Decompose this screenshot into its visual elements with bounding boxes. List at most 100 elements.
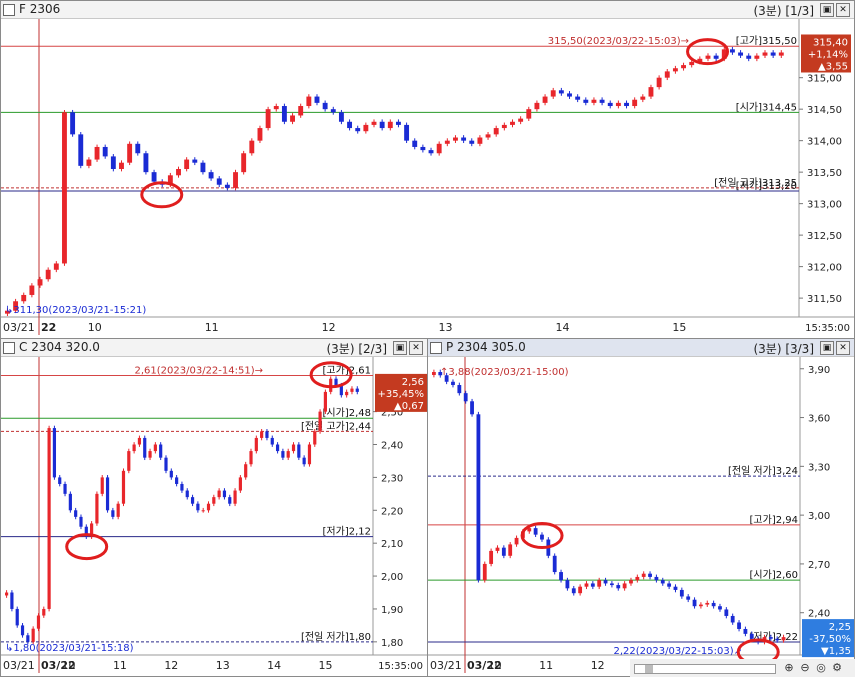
candle-body [53, 263, 59, 270]
candle-body [323, 391, 327, 412]
candle-body [721, 49, 727, 59]
candle-body [444, 375, 449, 382]
highlight-circle [140, 181, 184, 209]
candle-body [102, 146, 108, 157]
zoom-reset-icon[interactable]: ◎ [816, 661, 826, 674]
candle-body [233, 172, 238, 188]
candle-body [656, 77, 662, 88]
last-price-box [375, 373, 427, 412]
candle-body [244, 464, 248, 478]
candle-body [143, 153, 149, 173]
panel-titlebar: F 2306 (3분) [1/3] ▣ ✕ [1, 1, 854, 19]
window-restore-icon[interactable]: ▣ [820, 341, 834, 355]
candle-body [510, 121, 515, 125]
candle-body [607, 102, 613, 107]
window-close-icon[interactable]: ✕ [409, 341, 423, 355]
y-tick-label: 2,40 [381, 441, 403, 452]
candle-body [476, 414, 481, 581]
candle-body [62, 112, 67, 264]
last-price: 2,25 [829, 622, 851, 633]
candle-body [47, 428, 51, 609]
candle-body [461, 137, 467, 141]
last-change-pct: -37,50% [809, 634, 851, 645]
candle-body [169, 470, 173, 478]
candle-body [26, 635, 30, 642]
candle-body [396, 121, 401, 125]
zoom-out-icon[interactable]: ⊖ [800, 661, 810, 674]
x-tick-label: 15 [318, 659, 332, 672]
y-tick-label: 2,30 [381, 473, 403, 484]
window-close-icon[interactable]: ✕ [836, 341, 850, 355]
candle-body [654, 576, 659, 581]
chart-scrollbar[interactable] [634, 664, 776, 674]
chart-toolbar: ⊕ ⊖ ◎ ⚙ [630, 659, 855, 677]
last-price-box [801, 34, 851, 73]
candle-body [257, 128, 263, 141]
y-tick-label: 3,00 [808, 511, 830, 522]
y-tick-label: 314,00 [807, 137, 842, 148]
level-label-prev-high: [전일 고가]313,25 [714, 177, 797, 189]
candle-body [148, 451, 152, 458]
candle-body [453, 137, 458, 141]
panel-title: F 2306 [19, 2, 61, 16]
candle-body [345, 391, 349, 396]
candle-body [265, 431, 269, 438]
candle-body [15, 608, 19, 626]
window-restore-icon[interactable]: ▣ [393, 341, 407, 355]
window-close-icon[interactable]: ✕ [836, 3, 850, 17]
candle-body [679, 589, 684, 597]
candle-body [550, 90, 556, 97]
candle-body [583, 99, 589, 103]
high-annotation: ↑3,88(2023/03/21-15:00) [440, 367, 569, 378]
candle-body [762, 52, 768, 56]
y-tick-label: 314,50 [807, 105, 842, 116]
candle-body [412, 140, 418, 147]
x-tick-label: 03/22 [41, 659, 76, 672]
candle-body [121, 470, 126, 504]
window-restore-icon[interactable]: ▣ [820, 3, 834, 17]
candle-body [241, 153, 247, 173]
level-label-low: [저가]313,20 [736, 180, 797, 192]
candle-body [334, 378, 338, 386]
candle-body [420, 146, 426, 151]
candle-body [105, 477, 110, 511]
candle-body [318, 411, 322, 432]
candle-body [559, 572, 563, 581]
candle-body [457, 385, 462, 394]
candlestick-chart-f2306[interactable]: 315,00 314,50 314,00 313,50 313,00 312,50 312,… [1, 19, 854, 339]
window-checkbox-icon[interactable] [3, 342, 15, 354]
candle-body [111, 510, 115, 517]
y-tick-label: 2,20 [381, 506, 403, 517]
x-tick-label: 10 [88, 321, 102, 334]
candle-body [176, 169, 181, 176]
y-tick-label: 3,60 [808, 414, 830, 425]
candle-body [635, 576, 640, 581]
candle-body [775, 638, 780, 641]
candle-body [738, 52, 744, 56]
scrollbar-thumb[interactable] [645, 665, 653, 673]
candlestick-chart-c2304[interactable]: 2,50 2,40 2,30 2,20 2,10 2,00 1,90 1,80 03/21 03/… [1, 357, 427, 677]
low-annotation: ↳311,30(2023/03/21-15:21) [5, 305, 146, 316]
candle-body [615, 102, 621, 107]
candle-body [584, 583, 589, 587]
candle-body [74, 510, 78, 517]
settings-icon[interactable]: ⚙ [832, 661, 842, 674]
candle-body [778, 52, 784, 56]
candle-body [200, 162, 206, 173]
candle-body [591, 99, 597, 103]
candle-body [692, 599, 697, 607]
candle-body [730, 615, 735, 623]
candle-body [201, 510, 205, 512]
candle-body [603, 580, 608, 584]
zoom-in-icon[interactable]: ⊕ [784, 661, 794, 674]
panel-page-indicator: (3분) [1/3] [753, 4, 814, 18]
candle-body [265, 109, 271, 129]
candle-body [485, 134, 491, 138]
x-tick-label: 13 [439, 321, 453, 334]
panel-title: P 2304 305.0 [446, 340, 526, 354]
low-annotation: ↳1,80(2023/03/21-15:18) [5, 643, 134, 654]
last-price: 2,56 [402, 377, 424, 388]
window-checkbox-icon[interactable] [3, 4, 15, 16]
window-checkbox-icon[interactable] [430, 342, 442, 354]
